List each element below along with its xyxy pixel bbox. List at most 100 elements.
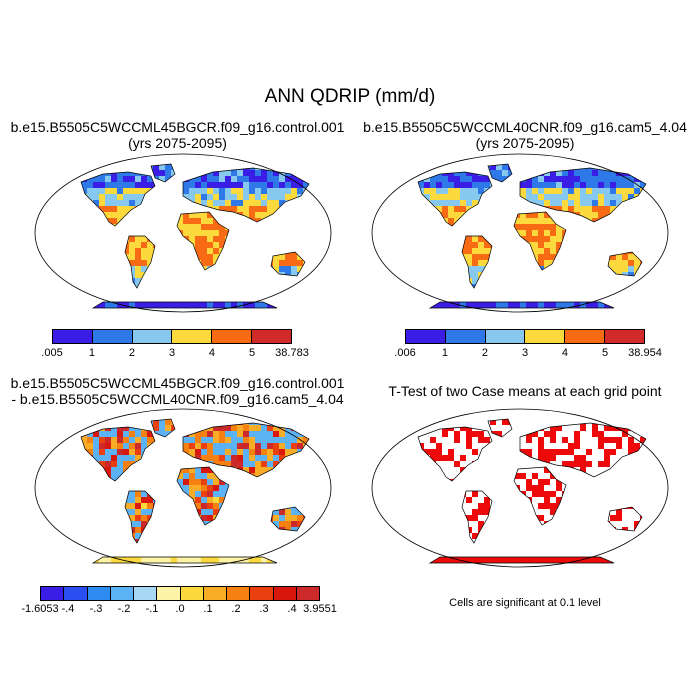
map-difference-qdrip <box>34 408 332 568</box>
coastline-africa <box>513 211 567 271</box>
coastline-greenland <box>487 163 513 183</box>
colorbar-tick-label: 1 <box>88 347 96 359</box>
colorbar-tick-label: .006 <box>394 347 416 359</box>
colorbar-swatch <box>273 587 297 600</box>
coastline-eurasia <box>182 167 310 223</box>
colorbar-tick-label: 5 <box>248 347 256 359</box>
significance-note: Cells are significant at 0.1 level <box>449 597 601 609</box>
colorbar-case2-ticks: .006 1 2 3 4 5 38.954 <box>394 347 662 361</box>
colorbar-tick-label: -.3 <box>89 603 103 615</box>
coastline-greenland <box>487 418 513 438</box>
figure-title: ANN QDRIP (mm/d) <box>264 86 436 107</box>
coastline-antarctica <box>428 301 615 309</box>
coastline-africa <box>513 466 567 526</box>
coastline-south-america <box>461 235 493 289</box>
colorbar-swatch <box>180 587 204 600</box>
coastline-greenland <box>150 163 176 183</box>
coastline-eurasia <box>182 422 310 478</box>
panel-bl-case-name: b.e15.B5505C5WCCML45BGCR.f09_g16.control… <box>10 375 345 391</box>
colorbar-swatch <box>134 587 158 600</box>
colorbar-swatch <box>172 330 213 343</box>
colorbar-case1 <box>52 329 292 344</box>
colorbar-swatch <box>203 587 227 600</box>
colorbar-swatch <box>87 587 111 600</box>
colorbar-tick-label: 2 <box>128 347 136 359</box>
colorbar-tick-label: 4 <box>561 347 569 359</box>
colorbar-tick-label: 38.783 <box>275 347 309 359</box>
map-border <box>371 408 669 568</box>
colorbar-tick-label: .2 <box>231 603 241 615</box>
map-t-test-significance <box>371 408 669 568</box>
map-case1-qdrip <box>34 153 332 313</box>
colorbar-tick-label: .005 <box>41 347 63 359</box>
map-case2-qdrip <box>371 153 669 313</box>
colorbar-swatch <box>296 587 319 600</box>
colorbar-tick-label: -.2 <box>117 603 131 615</box>
coastline-south-america <box>124 235 156 289</box>
colorbar-tick-label: 3.9551 <box>303 603 337 615</box>
colorbar-tick-label: 38.954 <box>628 347 662 359</box>
colorbar-swatch <box>565 330 606 343</box>
map-border <box>34 153 332 313</box>
coastline-australia <box>270 251 306 277</box>
coastline-greenland <box>150 418 176 438</box>
coastline-africa <box>176 466 230 526</box>
colorbar-tick-label: 4 <box>208 347 216 359</box>
panel-tr-years: (yrs 2075-2095) <box>475 135 575 151</box>
colorbar-tick-label: 1 <box>441 347 449 359</box>
colorbar-tick-label: 3 <box>521 347 529 359</box>
colorbar-tick-label: -.4 <box>61 603 75 615</box>
colorbar-tick-label: 5 <box>601 347 609 359</box>
panel-br-title: T-Test of two Case means at each grid po… <box>388 383 662 399</box>
coastline-south-america <box>124 490 156 544</box>
coastline-africa <box>176 211 230 271</box>
map-border <box>34 408 332 568</box>
colorbar-swatch <box>212 330 253 343</box>
colorbar-swatch <box>64 587 88 600</box>
colorbar-swatch <box>92 330 133 343</box>
coastline-antarctica <box>91 556 278 564</box>
colorbar-difference <box>40 586 320 601</box>
coastline-australia <box>607 251 643 277</box>
colorbar-tick-label: 2 <box>481 347 489 359</box>
colorbar-swatch <box>406 330 446 343</box>
panel-tr-case-name: b.e15.B5505C5WCCML40CNR.f09_g16.cam5_4.0… <box>363 119 687 135</box>
colorbar-tick-label: -1.6053 <box>21 603 59 615</box>
colorbar-swatch <box>485 330 526 343</box>
colorbar-tick-label: .3 <box>259 603 269 615</box>
colorbar-case2 <box>405 329 645 344</box>
panel-tl-case-name: b.e15.B5505C5WCCML45BGCR.f09_g16.control… <box>10 119 345 135</box>
panel-tl-years: (yrs 2075-2095) <box>128 135 227 151</box>
colorbar-swatch <box>227 587 251 600</box>
coastline-south-america <box>461 490 493 544</box>
coastline-north-america <box>80 426 156 482</box>
colorbar-swatch <box>157 587 181 600</box>
colorbar-tick-label: 3 <box>168 347 176 359</box>
coastline-australia <box>607 506 643 532</box>
colorbar-tick-label: .4 <box>287 603 297 615</box>
coastline-australia <box>270 506 306 532</box>
colorbar-case1-ticks: .005 1 2 3 4 5 38.783 <box>41 347 309 361</box>
coastline-antarctica <box>428 556 615 564</box>
coastline-north-america <box>417 171 493 227</box>
colorbar-swatch <box>53 330 93 343</box>
colorbar-swatch <box>110 587 134 600</box>
colorbar-tick-label: .0 <box>175 603 185 615</box>
colorbar-difference-ticks: -1.6053 -.4 -.3 -.2 -.1 .0 .1 .2 .3 .4 3.9551 <box>21 603 336 617</box>
coastline-antarctica <box>91 301 278 309</box>
coastline-eurasia <box>519 167 647 223</box>
colorbar-swatch <box>252 330 291 343</box>
coastline-north-america <box>417 426 493 482</box>
colorbar-swatch <box>525 330 566 343</box>
map-border <box>371 153 669 313</box>
colorbar-swatch <box>41 587 65 600</box>
colorbar-tick-label: -.1 <box>145 603 159 615</box>
colorbar-swatch <box>445 330 486 343</box>
coastline-eurasia <box>519 422 647 478</box>
colorbar-swatch <box>250 587 274 600</box>
panel-bl-minus-case: - b.e15.B5505C5WCCML40CNR.f09_g16.cam5_4… <box>11 391 344 407</box>
colorbar-swatch <box>605 330 644 343</box>
coastline-north-america <box>80 171 156 227</box>
colorbar-tick-label: .1 <box>203 603 213 615</box>
colorbar-swatch <box>132 330 173 343</box>
